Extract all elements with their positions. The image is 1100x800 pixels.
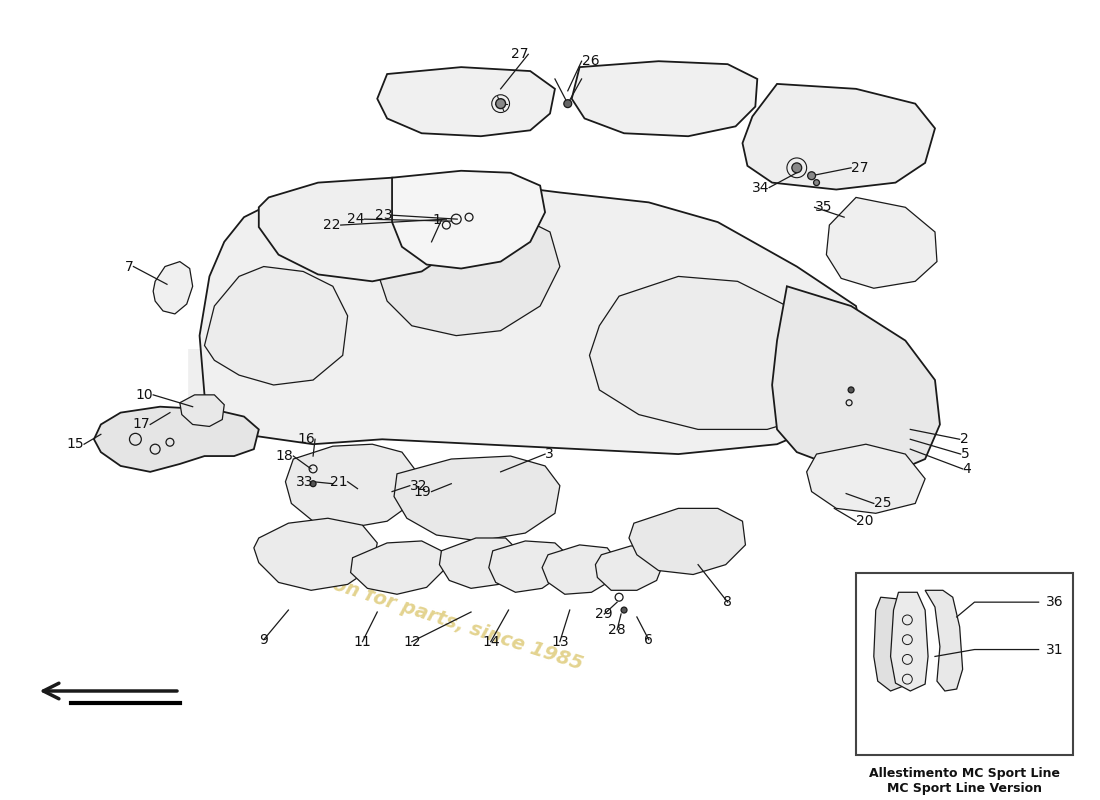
Polygon shape <box>377 67 554 136</box>
Circle shape <box>814 180 820 186</box>
Polygon shape <box>285 444 417 528</box>
Text: 23: 23 <box>375 208 392 222</box>
Polygon shape <box>772 286 939 474</box>
Text: 32: 32 <box>410 478 427 493</box>
Polygon shape <box>377 212 560 336</box>
Text: 20: 20 <box>856 514 873 528</box>
Polygon shape <box>826 198 937 288</box>
Text: 31: 31 <box>1045 642 1064 657</box>
Text: 27: 27 <box>510 47 528 62</box>
Polygon shape <box>891 592 928 691</box>
Circle shape <box>310 481 316 486</box>
Polygon shape <box>94 406 258 472</box>
Polygon shape <box>351 541 443 594</box>
Text: 14: 14 <box>482 634 499 649</box>
Circle shape <box>496 98 506 109</box>
Polygon shape <box>392 170 546 269</box>
Polygon shape <box>205 266 348 385</box>
Text: 10: 10 <box>135 388 153 402</box>
Polygon shape <box>179 395 224 426</box>
Text: Allestimento MC Sport Line
MC Sport Line Version: Allestimento MC Sport Line MC Sport Line… <box>869 767 1060 795</box>
Text: 17: 17 <box>133 418 151 431</box>
Text: 33: 33 <box>296 474 314 489</box>
Text: 6: 6 <box>645 633 653 646</box>
Text: 7: 7 <box>124 259 133 274</box>
Polygon shape <box>542 545 617 594</box>
Polygon shape <box>629 508 746 574</box>
Circle shape <box>564 100 572 107</box>
Polygon shape <box>153 262 192 314</box>
Text: 24: 24 <box>346 212 364 226</box>
Text: 15: 15 <box>66 438 84 451</box>
Text: a passion for parts, since 1985: a passion for parts, since 1985 <box>257 550 586 674</box>
Text: 5: 5 <box>960 447 969 461</box>
Text: 35: 35 <box>815 200 832 214</box>
Polygon shape <box>806 444 925 514</box>
Text: 16: 16 <box>297 432 315 446</box>
Polygon shape <box>394 456 560 541</box>
Text: 22: 22 <box>323 218 341 232</box>
Text: EUROSPARES: EUROSPARES <box>179 346 921 443</box>
Text: 1: 1 <box>432 213 441 227</box>
Text: 25: 25 <box>873 497 891 510</box>
Polygon shape <box>873 598 908 691</box>
Text: 2: 2 <box>959 432 968 446</box>
Polygon shape <box>254 518 377 590</box>
Circle shape <box>807 172 815 180</box>
Polygon shape <box>925 590 962 691</box>
Polygon shape <box>590 276 842 430</box>
Text: 13: 13 <box>551 634 569 649</box>
Polygon shape <box>199 182 866 454</box>
Circle shape <box>848 387 854 393</box>
Polygon shape <box>439 538 518 588</box>
Polygon shape <box>595 546 663 590</box>
Text: 28: 28 <box>608 622 626 637</box>
Text: 34: 34 <box>751 181 769 194</box>
Polygon shape <box>488 541 568 592</box>
Text: 29: 29 <box>595 607 613 621</box>
Text: 8: 8 <box>723 595 733 609</box>
Text: 27: 27 <box>851 161 869 175</box>
Text: 18: 18 <box>276 449 294 463</box>
Polygon shape <box>258 178 461 282</box>
Text: 11: 11 <box>353 634 372 649</box>
Text: 21: 21 <box>330 474 348 489</box>
Text: 9: 9 <box>260 633 268 646</box>
Text: 12: 12 <box>403 634 420 649</box>
Circle shape <box>792 163 802 173</box>
Text: 36: 36 <box>1045 595 1064 609</box>
Circle shape <box>621 607 627 613</box>
Text: 26: 26 <box>582 54 600 68</box>
Text: 4: 4 <box>962 462 971 476</box>
Text: 3: 3 <box>546 447 553 461</box>
Polygon shape <box>742 84 935 190</box>
Polygon shape <box>572 62 757 136</box>
FancyBboxPatch shape <box>856 573 1074 755</box>
Text: 19: 19 <box>414 485 431 498</box>
